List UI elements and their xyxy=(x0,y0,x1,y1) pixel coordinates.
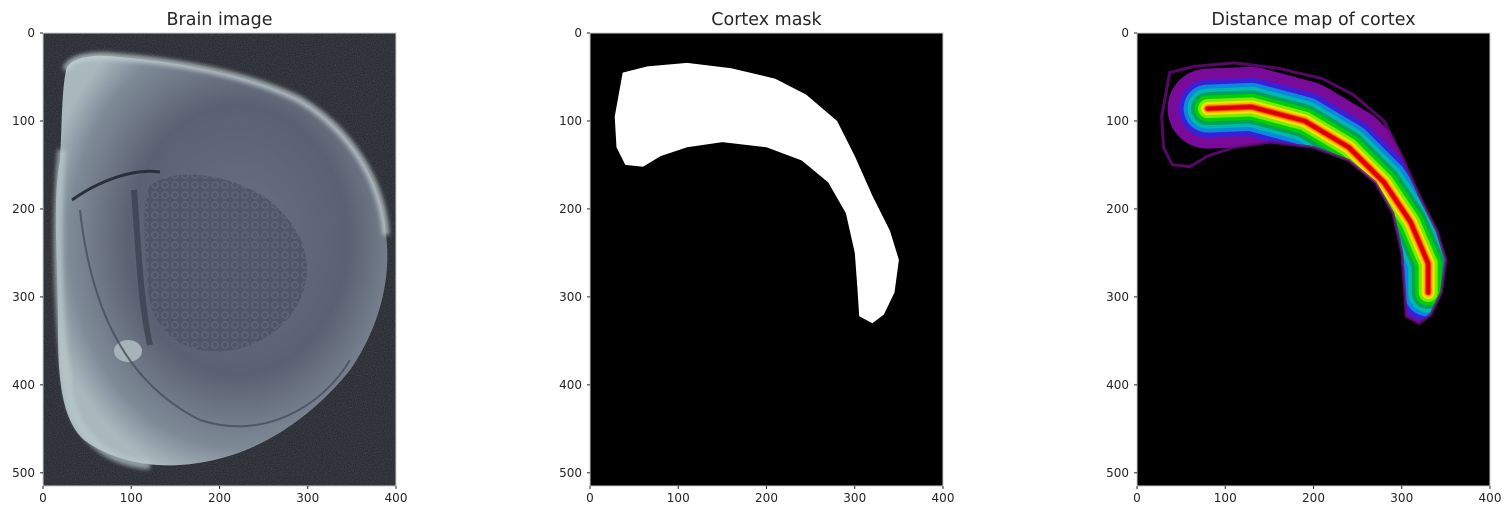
y-tick-label: 200 xyxy=(1106,202,1129,216)
brain-image xyxy=(43,33,396,486)
x-tick-label: 100 xyxy=(1214,491,1237,505)
y-tick-label: 300 xyxy=(1106,290,1129,304)
x-tick-label: 100 xyxy=(120,491,143,505)
y-tick-label: 300 xyxy=(12,290,35,304)
panel-cortex-mask: Cortex mask 0 100 200 300 400 0 100 200 300 400 50… xyxy=(559,10,954,505)
y-tick-label: 400 xyxy=(559,378,582,392)
x-tick-label: 0 xyxy=(39,491,47,505)
distance-band xyxy=(1205,104,1431,295)
distance-heatmap xyxy=(1160,61,1448,326)
panel-title-distance: Distance map of cortex xyxy=(1211,10,1415,30)
panel-distance-map: Distance map of cortex 0 100 200 300 400 0 100… xyxy=(1106,10,1501,505)
x-tick-label: 0 xyxy=(1133,491,1141,505)
x-tick-label: 0 xyxy=(586,491,594,505)
y-tick-label: 400 xyxy=(1106,378,1129,392)
x-tick-label: 200 xyxy=(208,491,231,505)
panel-brain-image: Brain image 0 100 200 300 400 0 100 200 300 400 50… xyxy=(12,10,407,505)
y-tick-label: 100 xyxy=(1106,114,1129,128)
y-tick-label: 0 xyxy=(574,26,582,40)
y-tick-label: 100 xyxy=(559,114,582,128)
y-tick-label: 300 xyxy=(559,290,582,304)
cortex-mask-region xyxy=(614,62,899,324)
panel-title-brain: Brain image xyxy=(167,10,273,30)
x-tick-label: 400 xyxy=(932,491,955,505)
y-tick-label: 0 xyxy=(1121,26,1129,40)
y-tick-label: 0 xyxy=(27,26,35,40)
y-tick-label: 100 xyxy=(12,114,35,128)
x-tick-label: 300 xyxy=(296,491,319,505)
panel-title-mask: Cortex mask xyxy=(711,10,822,30)
distance-edge xyxy=(1160,61,1448,326)
y-tick-label: 200 xyxy=(12,202,35,216)
y-tick-label: 500 xyxy=(12,466,35,480)
x-tick-label: 400 xyxy=(1479,491,1502,505)
y-tick-label: 200 xyxy=(559,202,582,216)
y-tick-label: 500 xyxy=(1106,466,1129,480)
y-tick-label: 500 xyxy=(559,466,582,480)
x-tick-label: 200 xyxy=(1302,491,1325,505)
x-tick-label: 300 xyxy=(1390,491,1413,505)
x-tick-label: 400 xyxy=(385,491,408,505)
x-tick-label: 300 xyxy=(843,491,866,505)
x-tick-label: 200 xyxy=(755,491,778,505)
x-tick-label: 100 xyxy=(667,491,690,505)
y-tick-label: 400 xyxy=(12,378,35,392)
